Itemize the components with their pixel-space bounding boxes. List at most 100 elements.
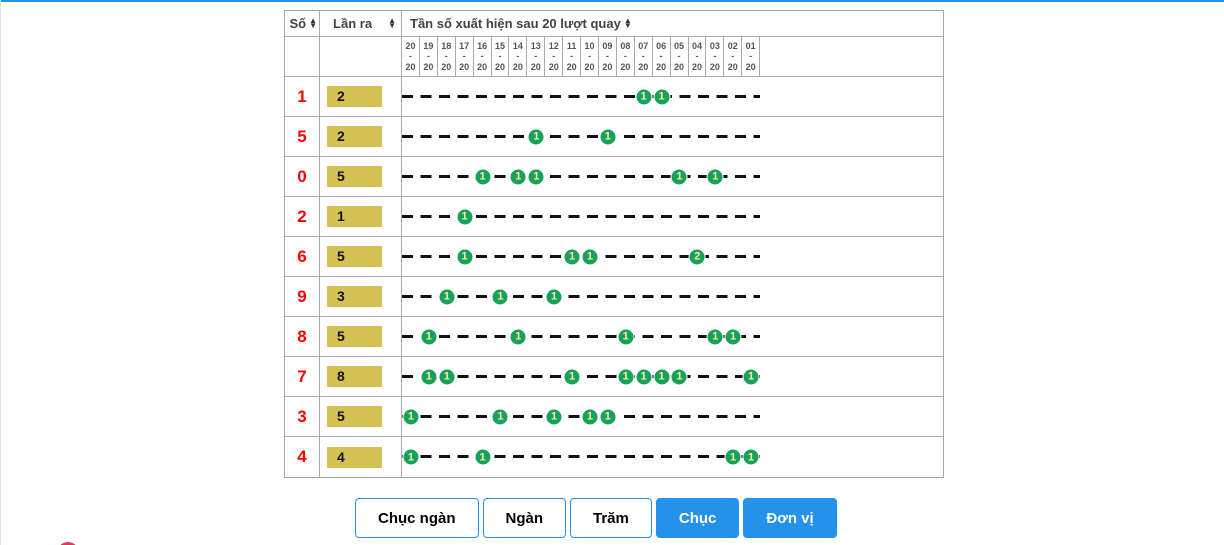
date-column-header: 12-20 xyxy=(545,37,564,76)
row-number: 3 xyxy=(297,406,307,426)
frequency-marker: 1 xyxy=(742,448,760,466)
count-cell: 5 xyxy=(320,317,402,356)
position-filter-button[interactable]: Chục ngàn xyxy=(355,498,479,538)
date-column-header: 08-20 xyxy=(617,37,635,76)
frequency-marker: 1 xyxy=(581,248,599,265)
sort-icon[interactable]: ▲ ▼ xyxy=(623,15,632,30)
count-badge: 5 xyxy=(327,406,382,427)
row-number-cell: 5 xyxy=(285,117,320,156)
row-number: 1 xyxy=(297,86,307,106)
position-filter-button[interactable]: Đơn vị xyxy=(743,498,837,538)
date-column-header: 14-20 xyxy=(509,37,528,76)
frequency-marker: 1 xyxy=(438,288,456,305)
frequency-marker: 2 xyxy=(688,248,706,265)
frequency-marker: 1 xyxy=(474,168,491,185)
date-column-header: 05-20 xyxy=(671,37,689,76)
row-number: 0 xyxy=(297,166,307,186)
count-cell: 2 xyxy=(320,117,402,156)
frequency-marker: 1 xyxy=(635,88,653,105)
frequency-marker: 1 xyxy=(617,328,635,345)
frequency-line xyxy=(402,174,760,178)
count-cell: 5 xyxy=(320,397,402,436)
floating-chat-button[interactable] xyxy=(57,542,79,545)
count-badge: 8 xyxy=(327,366,382,387)
frequency-marker: 1 xyxy=(456,248,474,265)
column-header-so[interactable]: Số ▲ ▼ xyxy=(285,11,320,36)
row-number: 4 xyxy=(297,447,307,466)
frequency-marker: 1 xyxy=(670,168,688,185)
frequency-marker: 1 xyxy=(527,128,545,145)
count-badge: 1 xyxy=(327,206,382,227)
frequency-line xyxy=(402,134,760,138)
sort-icon[interactable]: ▲ ▼ xyxy=(388,15,396,30)
date-column-header: 10-20 xyxy=(581,37,599,76)
frequency-marker: 1 xyxy=(563,368,581,385)
frequency-chart-cell: 1 1 1 xyxy=(402,277,943,316)
position-filter-button[interactable]: Trăm xyxy=(570,498,652,538)
frequency-marker: 1 xyxy=(617,368,635,385)
row-number: 5 xyxy=(297,126,307,146)
frequency-marker: 1 xyxy=(456,208,474,225)
row-number-cell: 2 xyxy=(285,197,320,236)
date-header-cell: 20-20 19-20 18-20 17-20 16-20 15-20 14-20 13-20… xyxy=(402,37,943,76)
date-column-header: 16-20 xyxy=(474,37,492,76)
frequency-marker: 1 xyxy=(653,368,670,385)
frequency-marker: 1 xyxy=(474,448,491,466)
column-header-lan-ra[interactable]: Lần ra ▲ ▼ xyxy=(320,11,402,36)
column-header-tan-so-label: Tần số xuất hiện sau 20 lượt quay xyxy=(410,16,621,31)
frequency-marker: 1 xyxy=(635,368,653,385)
frequency-marker: 1 xyxy=(670,368,688,385)
frequency-marker: 1 xyxy=(563,248,581,265)
date-column-header: 07-20 xyxy=(635,37,653,76)
row-number-cell: 6 xyxy=(285,237,320,276)
date-column-header: 20-20 xyxy=(402,37,420,76)
row-number-cell: 4 xyxy=(285,437,320,477)
column-header-so-label: Số xyxy=(289,16,307,31)
frequency-marker: 1 xyxy=(581,408,599,425)
frequency-strip: 1 xyxy=(402,197,760,236)
frequency-marker: 1 xyxy=(545,288,563,305)
count-badge: 3 xyxy=(327,286,382,307)
frequency-marker: 1 xyxy=(420,368,438,385)
date-column-header: 01-20 xyxy=(742,37,761,76)
count-badge: 5 xyxy=(327,246,382,267)
row-number: 9 xyxy=(297,286,307,306)
row-number-cell: 9 xyxy=(285,277,320,316)
column-header-lan-ra-label: Lần ra xyxy=(333,16,373,31)
frequency-table: Số ▲ ▼ Lần ra ▲ ▼ Tần số xuất hiện sau 20 … xyxy=(284,10,944,478)
count-badge: 5 xyxy=(327,166,382,187)
row-number: 6 xyxy=(297,246,307,266)
row-number-cell: 1 xyxy=(285,77,320,116)
frequency-line xyxy=(402,94,760,98)
frequency-line xyxy=(402,455,760,458)
table-header-row: Số ▲ ▼ Lần ra ▲ ▼ Tần số xuất hiện sau 20 … xyxy=(285,11,943,37)
empty-cell xyxy=(320,37,402,76)
row-number-cell: 8 xyxy=(285,317,320,356)
frequency-marker: 1 xyxy=(509,328,527,345)
frequency-marker: 1 xyxy=(420,328,438,345)
date-column-header: 15-20 xyxy=(492,37,510,76)
row-number-cell: 7 xyxy=(285,357,320,396)
row-number: 2 xyxy=(297,206,307,226)
frequency-marker: 1 xyxy=(706,328,724,345)
column-header-tan-so[interactable]: Tần số xuất hiện sau 20 lượt quay ▲ ▼ xyxy=(402,11,943,36)
empty-cell xyxy=(285,37,320,76)
position-filter-button[interactable]: Chục xyxy=(655,498,740,538)
frequency-marker: 1 xyxy=(653,88,670,105)
date-header-strip: 20-20 19-20 18-20 17-20 16-20 15-20 14-20 13-20… xyxy=(402,37,761,76)
position-filter-button[interactable]: Ngàn xyxy=(482,498,566,538)
sort-icon[interactable]: ▲ ▼ xyxy=(309,15,317,30)
frequency-marker: 1 xyxy=(402,408,420,425)
